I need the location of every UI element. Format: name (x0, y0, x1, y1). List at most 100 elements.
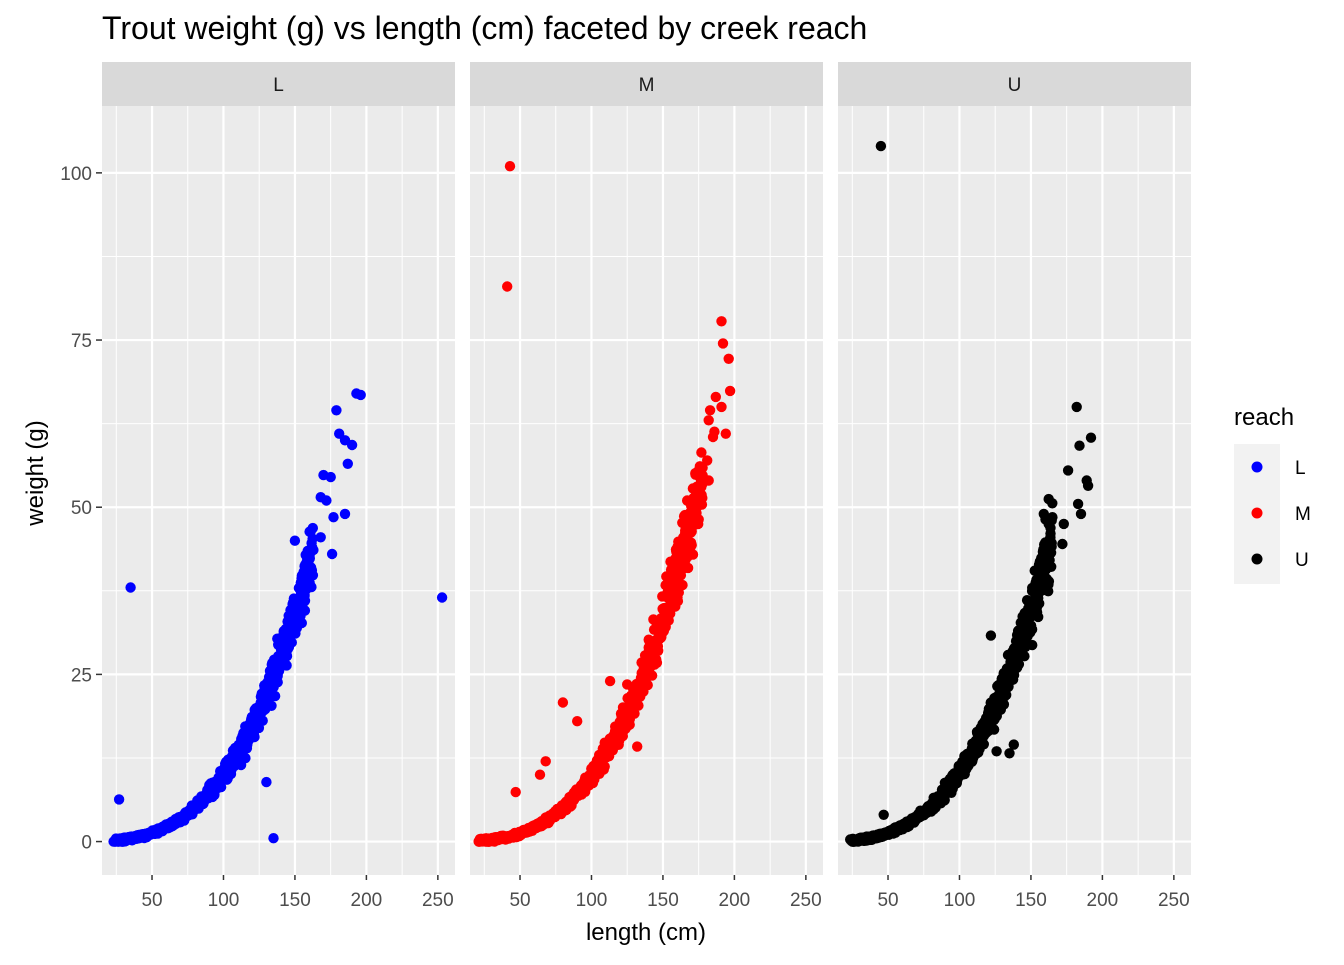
data-point (685, 507, 697, 519)
data-point (622, 679, 633, 690)
data-point (193, 797, 204, 808)
data-point (1010, 647, 1022, 658)
data-point (278, 631, 289, 642)
y-axis-title: weight (g) (22, 420, 49, 526)
data-point (717, 338, 729, 349)
data-point (704, 405, 716, 416)
data-point (202, 792, 213, 803)
data-point (683, 524, 694, 536)
data-point (634, 679, 645, 690)
data-point (1018, 631, 1030, 643)
x-tick-label: 150 (647, 890, 679, 911)
facet-strip-label: L (273, 75, 284, 96)
data-point (716, 401, 727, 413)
data-point (1046, 561, 1057, 572)
data-point (1045, 522, 1056, 534)
data-point (676, 546, 687, 557)
data-point (675, 570, 687, 581)
x-tick-label: 150 (279, 890, 311, 911)
data-point (630, 694, 641, 705)
data-point (261, 776, 272, 788)
data-point (648, 649, 659, 660)
legend-key-m (1251, 507, 1263, 519)
data-point (302, 554, 313, 565)
data-point (1007, 656, 1019, 667)
panel-background (102, 106, 455, 875)
data-point (927, 800, 939, 811)
data-point (240, 737, 251, 748)
data-point (307, 522, 318, 534)
x-tick-label: 250 (790, 890, 822, 911)
data-point (265, 689, 276, 700)
x-tick-label: 200 (1087, 890, 1119, 911)
data-point (281, 649, 292, 660)
data-point (1029, 582, 1040, 593)
data-point (603, 751, 615, 762)
data-point (639, 650, 651, 661)
data-point (675, 556, 686, 567)
chart-title: Trout weight (g) vs length (cm) faceted … (102, 10, 867, 46)
data-point (985, 630, 997, 641)
legend-key-l (1251, 461, 1263, 473)
data-point (962, 752, 973, 764)
data-point (321, 495, 332, 506)
data-point (1074, 440, 1085, 451)
data-point (293, 592, 305, 604)
data-point (504, 161, 516, 172)
legend-label-m: M (1295, 504, 1311, 525)
data-point (339, 508, 351, 520)
data-point (114, 835, 126, 847)
data-point (848, 836, 859, 847)
data-point (902, 819, 913, 830)
legend-label-l: L (1295, 458, 1306, 479)
data-point (1082, 480, 1094, 491)
facet-strip-label: U (1008, 75, 1022, 96)
data-point (643, 634, 654, 645)
data-point (584, 775, 595, 786)
data-point (610, 721, 621, 732)
data-point (716, 316, 727, 327)
facet-panels: L 50 100 150 200 250 M 50 100 150 200 250 U 50 100 150 2… (102, 62, 1191, 911)
data-point (655, 627, 667, 638)
data-point (595, 765, 607, 776)
data-point (306, 542, 318, 553)
x-tick-label: 100 (208, 890, 240, 911)
data-point (878, 809, 889, 820)
data-point (879, 830, 890, 841)
data-point (510, 786, 521, 798)
data-point (125, 582, 136, 593)
data-point (572, 716, 583, 727)
data-point (346, 439, 358, 451)
data-point (875, 140, 887, 152)
data-point (632, 741, 643, 752)
data-point (942, 785, 953, 796)
x-tick-label: 50 (877, 890, 898, 911)
data-point (541, 812, 552, 823)
facet-panel-l: L 50 100 150 200 250 (102, 62, 455, 911)
data-point (273, 665, 285, 677)
data-point (667, 576, 679, 588)
facet-strip (470, 62, 823, 106)
data-point (1003, 681, 1014, 692)
data-point (956, 762, 967, 774)
data-point (132, 830, 143, 841)
data-point (1019, 620, 1030, 632)
data-point (318, 469, 329, 481)
data-point (284, 613, 296, 624)
x-tick-label: 250 (422, 890, 454, 911)
data-point (1062, 465, 1074, 476)
data-point (514, 826, 525, 838)
data-point (436, 592, 448, 603)
data-point (303, 571, 314, 583)
data-point (707, 431, 719, 443)
facet-strip (102, 62, 455, 106)
y-tick-label: 75 (71, 331, 92, 352)
data-point (305, 562, 317, 573)
data-point (242, 722, 254, 733)
x-tick-label: 100 (944, 890, 976, 911)
data-point (914, 810, 925, 822)
data-point (567, 795, 579, 806)
data-point (297, 601, 308, 613)
data-point (1037, 546, 1049, 558)
